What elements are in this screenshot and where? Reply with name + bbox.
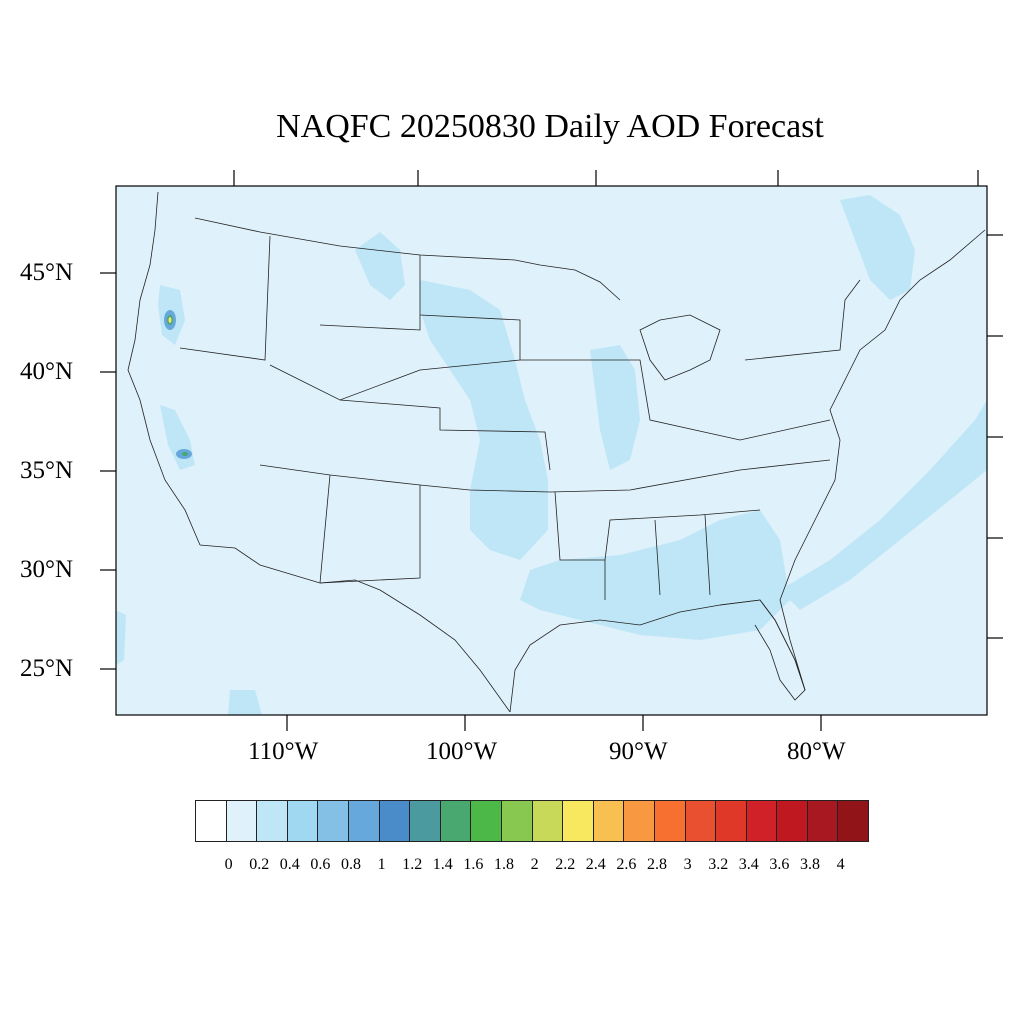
colorbar-swatch xyxy=(500,800,533,842)
colorbar-swatch xyxy=(409,800,441,842)
colorbar-level-label: 2.6 xyxy=(616,856,637,873)
tick-marks xyxy=(100,170,1003,731)
lat-label-30: 30°N xyxy=(20,556,74,583)
colorbar-swatch xyxy=(776,800,808,842)
lat-label-45: 45°N xyxy=(20,259,74,286)
colorbar-level-label: 0.6 xyxy=(310,856,331,873)
colorbar-level-label: 0.4 xyxy=(279,856,300,873)
plume-ocean-w xyxy=(116,610,126,665)
florida xyxy=(719,599,806,701)
state-lines-1 xyxy=(179,235,271,361)
colorbar-swatch xyxy=(378,800,411,842)
colorbar-swatch xyxy=(715,800,747,842)
great-lakes xyxy=(639,314,721,381)
colorbar-swatch xyxy=(837,800,870,842)
colorbar-level-label: 2.2 xyxy=(555,856,576,873)
colorbar-swatch xyxy=(562,800,594,842)
colorbar-swatch xyxy=(531,800,564,842)
colorbar-level-label: 1 xyxy=(377,856,386,873)
colorbar-level-label: 3.6 xyxy=(769,856,790,873)
colorbar-swatch xyxy=(225,800,258,842)
colorbar xyxy=(195,800,870,842)
state-lines-11 xyxy=(744,279,861,361)
mexico-border xyxy=(199,544,511,713)
state-lines-6 xyxy=(319,474,331,584)
colorbar-level-label: 1.4 xyxy=(432,856,453,873)
aod-plumes xyxy=(116,195,987,715)
state-lines-9 xyxy=(520,359,831,441)
lon-label-80w: 80°W xyxy=(787,738,846,765)
state-lines-3 xyxy=(269,314,521,401)
colorbar-swatch xyxy=(592,800,625,842)
map-title: NAQFC 20250830 Daily AOD Forecast xyxy=(276,108,824,145)
colorbar-swatch xyxy=(623,800,655,842)
plume-northeast xyxy=(840,195,915,300)
colorbar-level-label: 1.8 xyxy=(494,856,514,873)
lon-label-90w: 90°W xyxy=(609,738,668,765)
geographic-boundaries xyxy=(127,191,986,713)
colorbar-swatch xyxy=(653,800,686,842)
colorbar-swatch xyxy=(439,800,472,842)
colorbar-swatch xyxy=(347,800,380,842)
lat-label-25: 25°N xyxy=(20,655,74,682)
lon-label-100w: 100°W xyxy=(426,738,498,765)
state-lines-5 xyxy=(259,459,831,493)
lon-label-110w: 110°W xyxy=(248,738,319,765)
map-background xyxy=(116,186,987,715)
plume-plains xyxy=(420,280,548,560)
colorbar-swatch xyxy=(256,800,288,842)
state-lines-10 xyxy=(604,514,711,600)
colorbar-swatch xyxy=(195,800,227,842)
colorbar-level-label: 0.8 xyxy=(341,856,361,873)
colorbar-level-label: 3.4 xyxy=(738,856,759,873)
plume-gulf xyxy=(520,510,790,640)
east-coast xyxy=(779,229,986,691)
colorbar-level-label: 3 xyxy=(683,856,692,873)
state-lines-4 xyxy=(339,399,551,471)
state-lines-7 xyxy=(319,485,421,584)
colorbar-level-label: 2.8 xyxy=(647,856,667,873)
colorbar-swatch xyxy=(317,800,349,842)
colorbar-swatch xyxy=(745,800,778,842)
colorbar-level-label: 2 xyxy=(530,856,539,873)
fire-hotspots xyxy=(164,310,192,459)
hotspot-oregon-core xyxy=(168,317,172,323)
state-lines-2 xyxy=(319,255,421,331)
colorbar-level-label: 1.6 xyxy=(463,856,484,873)
colorbar-swatch xyxy=(470,800,502,842)
colorbar-swatch xyxy=(286,800,319,842)
plume-ocean-sw xyxy=(228,690,262,715)
map-frame xyxy=(115,185,988,716)
west-coast xyxy=(127,191,201,546)
colorbar-level-label: 1.2 xyxy=(402,856,423,873)
colorbar-level-label: 0 xyxy=(224,856,233,873)
colorbar-level-label: 3.8 xyxy=(800,856,820,873)
plume-atlantic xyxy=(780,400,987,610)
state-lines-8 xyxy=(554,491,761,561)
plume-midwest xyxy=(590,345,640,470)
hotspot-california-core xyxy=(182,452,188,456)
lat-label-35: 35°N xyxy=(20,457,74,484)
colorbar-level-label: 0.2 xyxy=(249,856,270,873)
colorbar-swatch xyxy=(806,800,839,842)
colorbar-level-label: 2.4 xyxy=(585,856,606,873)
colorbar-swatch xyxy=(684,800,717,842)
us-canada-border xyxy=(194,217,621,301)
colorbar-level-label: 4 xyxy=(836,856,845,873)
lat-label-40: 40°N xyxy=(20,358,74,385)
colorbar-level-label: 3.2 xyxy=(708,856,729,873)
